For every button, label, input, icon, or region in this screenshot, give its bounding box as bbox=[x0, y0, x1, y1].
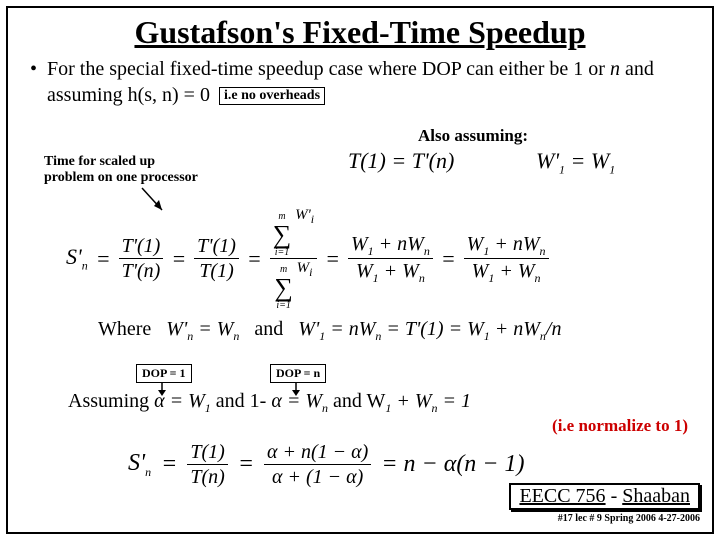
normalize-note: (i.e normalize to 1) bbox=[552, 416, 688, 436]
eq-ww-sub2: 1 bbox=[609, 162, 615, 176]
eq-ww-eq: = W bbox=[565, 148, 609, 173]
eq-sign-3: = bbox=[247, 246, 262, 272]
we2d: + nW bbox=[490, 318, 540, 340]
footer-name: Shaaban bbox=[622, 485, 690, 507]
scaled-note-l2: problem on one processor bbox=[44, 170, 198, 186]
sp2s: n bbox=[145, 465, 151, 479]
assume-label: Assuming bbox=[68, 390, 154, 412]
we2a: W' bbox=[298, 318, 319, 340]
also-assuming-label: Also assuming: bbox=[418, 126, 528, 146]
bullet-item: • For the special fixed-time speedup cas… bbox=[30, 57, 690, 108]
assume-line: Assuming α = W1 and 1- α = Wn and W1 + W… bbox=[68, 390, 471, 416]
frac2-num: T'(1) bbox=[194, 234, 239, 258]
eq-sign-5: = bbox=[441, 246, 456, 272]
equation-t1-tn: T(1) = T'(n) bbox=[348, 148, 454, 174]
alpha-2: α bbox=[271, 390, 282, 412]
frac4-num: W1 + nWn bbox=[464, 232, 549, 258]
slide-title: Gustafson's Fixed-Time Speedup bbox=[8, 8, 712, 51]
frac1-num: T'(1) bbox=[119, 234, 164, 258]
ff1d: T(n) bbox=[187, 465, 227, 489]
ae3: + W bbox=[391, 390, 431, 412]
footer-dash: - bbox=[606, 485, 623, 507]
eq-sign-1: = bbox=[96, 246, 111, 272]
sp2: S' bbox=[128, 450, 145, 476]
we2b: = nW bbox=[325, 318, 375, 340]
frac1-den: T'(n) bbox=[119, 259, 164, 283]
ff2d: α + (1 − α) bbox=[269, 465, 366, 489]
we2e: /n bbox=[546, 318, 562, 340]
where-and: and bbox=[254, 318, 283, 340]
we1b: = W bbox=[193, 318, 233, 340]
equation-w1-w1: W'1 = W1 bbox=[536, 148, 615, 177]
sum-den: m∑i=1 Wi bbox=[271, 259, 315, 311]
frac-final-1: T(1) T(n) bbox=[187, 440, 227, 489]
final-rhs: = n − α(n − 1) bbox=[381, 451, 524, 478]
scaled-note-l1: Time for scaled up bbox=[44, 154, 198, 170]
we2c: = T'(1) = W bbox=[381, 318, 483, 340]
bullet-text: For the special fixed-time speedup case … bbox=[47, 57, 690, 108]
ae2: = W bbox=[282, 390, 322, 412]
frac-final-2: α + n(1 − α) α + (1 − α) bbox=[264, 440, 371, 489]
where-line: Where W'n = Wn and W'1 = nWn = T'(1) = W… bbox=[98, 318, 561, 344]
ff1n: T(1) bbox=[187, 440, 227, 464]
bullet-n: n bbox=[610, 58, 620, 80]
eq-sign-2: = bbox=[171, 246, 186, 272]
alpha-1: α bbox=[154, 390, 165, 412]
ae1: = W bbox=[165, 390, 205, 412]
frac-1: T'(1) T'(n) bbox=[119, 234, 164, 283]
frac2-den: T(1) bbox=[196, 259, 236, 283]
s-prime: S' bbox=[66, 244, 82, 269]
overhead-note-box: i.e no overheads bbox=[219, 87, 325, 104]
equation-main-speedup: S'n = T'(1) T'(n) = T'(1) T(1) = m∑i=1 W… bbox=[66, 206, 549, 311]
eq-sign-4: = bbox=[325, 246, 340, 272]
scaled-note: Time for scaled up problem on one proces… bbox=[44, 154, 198, 186]
eqf2: = bbox=[238, 451, 254, 478]
assume-and2: and W bbox=[333, 390, 385, 412]
slide-frame: Gustafson's Fixed-Time Speedup • For the… bbox=[6, 6, 714, 534]
where-label: Where bbox=[98, 318, 151, 340]
footer-course-box: EECC 756 - Shaaban bbox=[509, 483, 700, 510]
ff2n: α + n(1 − α) bbox=[264, 440, 371, 464]
frac-3: W1 + nWn W1 + Wn bbox=[348, 232, 433, 286]
footer-small: #17 lec # 9 Spring 2006 4-27-2006 bbox=[558, 513, 700, 524]
sum-num: m∑i=1 W'i bbox=[270, 206, 317, 258]
frac-sum: m∑i=1 W'i m∑i=1 Wi bbox=[270, 206, 317, 311]
assume-and: and 1- bbox=[216, 390, 272, 412]
we1a: W' bbox=[166, 318, 187, 340]
frac3-num: W1 + nWn bbox=[348, 232, 433, 258]
ae4: = 1 bbox=[438, 390, 472, 412]
frac4-den: W1 + Wn bbox=[469, 259, 544, 285]
eqf1: = bbox=[161, 451, 177, 478]
s-prime-sub: n bbox=[82, 258, 88, 272]
bullet-dot: • bbox=[30, 57, 37, 108]
bullet-text-1: For the special fixed-time speedup case … bbox=[47, 58, 610, 80]
equation-final: S'n = T(1) T(n) = α + n(1 − α) α + (1 − … bbox=[128, 440, 525, 489]
frac-4: W1 + nWn W1 + Wn bbox=[464, 232, 549, 286]
frac-2: T'(1) T(1) bbox=[194, 234, 239, 283]
slide-body: • For the special fixed-time speedup cas… bbox=[8, 51, 712, 108]
eq-ww-lhs: W' bbox=[536, 148, 559, 173]
footer-course: EECC 756 bbox=[519, 485, 605, 507]
frac3-den: W1 + Wn bbox=[353, 259, 428, 285]
